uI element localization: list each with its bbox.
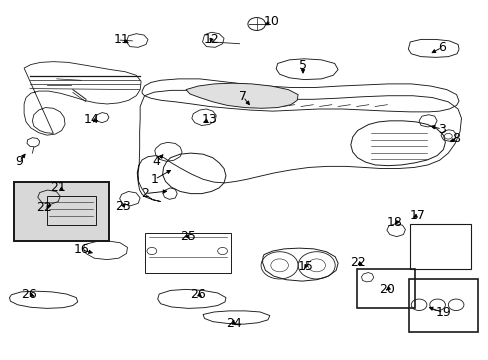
- Text: 17: 17: [409, 209, 425, 222]
- Text: 22: 22: [36, 202, 51, 215]
- Text: 9: 9: [15, 155, 23, 168]
- Bar: [409, 224, 470, 269]
- Bar: [47, 196, 96, 225]
- Text: 24: 24: [225, 317, 241, 330]
- Text: 4: 4: [152, 155, 161, 168]
- Text: 5: 5: [298, 59, 306, 72]
- Text: 13: 13: [201, 113, 217, 126]
- Text: 3: 3: [437, 122, 445, 136]
- Text: 20: 20: [378, 283, 394, 296]
- Text: 6: 6: [437, 41, 445, 54]
- Polygon shape: [185, 83, 298, 108]
- Text: 11: 11: [114, 33, 129, 46]
- Text: 1: 1: [150, 173, 159, 186]
- Text: 12: 12: [203, 33, 219, 46]
- Bar: [14, 182, 109, 241]
- Text: 26: 26: [189, 288, 205, 301]
- Text: 22: 22: [349, 256, 365, 269]
- Text: 23: 23: [115, 201, 130, 213]
- Text: 8: 8: [451, 132, 459, 145]
- Text: 14: 14: [83, 113, 99, 126]
- Bar: [144, 233, 231, 273]
- Bar: [14, 182, 109, 241]
- Text: 15: 15: [297, 260, 313, 273]
- Text: 7: 7: [239, 90, 246, 103]
- Bar: [356, 269, 414, 308]
- Text: 26: 26: [21, 288, 37, 301]
- Text: 16: 16: [73, 243, 89, 256]
- Text: 2: 2: [141, 187, 149, 200]
- Text: 21: 21: [50, 181, 66, 194]
- Bar: [408, 279, 477, 332]
- Text: 10: 10: [264, 15, 279, 28]
- Text: 19: 19: [435, 306, 450, 319]
- Text: 25: 25: [180, 230, 196, 243]
- Text: 18: 18: [386, 216, 402, 229]
